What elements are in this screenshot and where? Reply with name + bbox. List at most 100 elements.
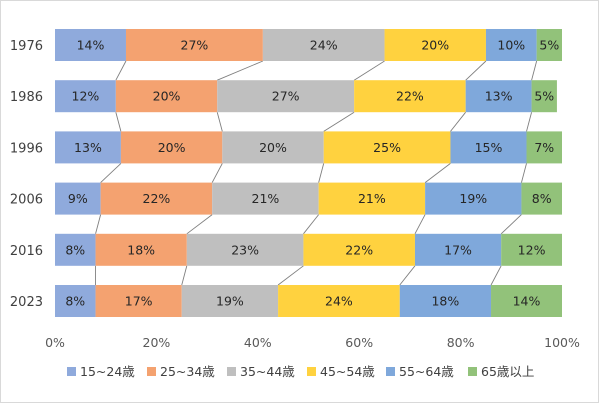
- bar-segment: [450, 131, 527, 164]
- bar-segment: [55, 182, 101, 215]
- bar-segment: [212, 182, 319, 215]
- data-label: 25%: [373, 140, 401, 155]
- bar-segment: [95, 233, 187, 266]
- data-label: 20%: [158, 140, 186, 155]
- category-label: 1996: [10, 141, 43, 156]
- x-tick-label: 100%: [544, 335, 580, 350]
- data-label: 21%: [252, 191, 280, 206]
- data-label: 22%: [143, 191, 171, 206]
- bar-segment: [425, 182, 522, 215]
- data-label: 19%: [216, 294, 244, 309]
- legend-swatch: [468, 367, 477, 376]
- legend-swatch: [307, 367, 316, 376]
- data-label: 7%: [534, 140, 554, 155]
- series-line: [521, 163, 527, 183]
- series-line: [353, 60, 385, 81]
- bar-segment: [384, 29, 486, 61]
- data-label: 17%: [125, 294, 153, 309]
- bar-segment: [399, 285, 492, 317]
- bar-segment: [318, 182, 426, 215]
- bar-segment: [55, 131, 121, 164]
- series-line: [211, 163, 223, 183]
- legend-label: 55~64歳: [399, 364, 454, 379]
- series-line: [318, 163, 325, 183]
- data-label: 24%: [310, 38, 338, 53]
- series-line: [424, 163, 451, 183]
- series-line: [303, 214, 319, 235]
- series-line: [450, 111, 467, 132]
- series-line: [526, 112, 533, 132]
- x-tick-label: 60%: [345, 335, 373, 350]
- series-line: [277, 265, 304, 286]
- series-line: [500, 214, 522, 235]
- data-label: 15%: [475, 140, 503, 155]
- legend-swatch: [386, 367, 395, 376]
- series-line: [490, 265, 502, 286]
- data-label: 20%: [259, 140, 287, 155]
- category-label: 2016: [10, 244, 43, 259]
- legend-label: 35~44歳: [240, 364, 295, 379]
- bar-segment: [186, 233, 304, 266]
- data-label: 17%: [444, 242, 472, 257]
- bar-segment: [55, 285, 96, 317]
- bar-segment: [303, 233, 415, 266]
- bar-segment: [120, 131, 223, 164]
- data-label: 13%: [74, 140, 102, 155]
- bar-segment: [55, 233, 96, 266]
- data-label: 5%: [539, 38, 559, 53]
- data-label: 22%: [345, 242, 373, 257]
- data-label: 8%: [65, 294, 85, 309]
- data-label: 14%: [513, 294, 541, 309]
- data-label: 8%: [532, 191, 552, 206]
- series-line: [323, 111, 355, 132]
- series-line: [186, 214, 213, 235]
- bar-segment: [485, 29, 537, 61]
- bar-segment: [491, 285, 562, 317]
- x-tick-label: 40%: [244, 335, 272, 350]
- bar-segment: [278, 285, 400, 317]
- data-label: 20%: [421, 38, 449, 53]
- series-line: [399, 265, 416, 286]
- data-label: 22%: [396, 89, 424, 104]
- bar-segment: [95, 285, 182, 317]
- series-line: [465, 60, 487, 81]
- legend-label: 15~24歳: [80, 364, 135, 379]
- legend-swatch: [227, 367, 236, 376]
- series-line: [216, 112, 223, 132]
- data-label: 9%: [68, 191, 88, 206]
- bar-segment: [55, 80, 116, 113]
- bar-segment: [465, 80, 532, 113]
- data-label: 5%: [534, 89, 554, 104]
- bar-segment: [531, 80, 557, 113]
- data-label: 14%: [77, 38, 105, 53]
- series-line: [217, 60, 264, 81]
- x-axis-ticks: 0% 20% 40% 60% 80% 100%: [45, 335, 580, 350]
- series-line: [181, 265, 188, 286]
- bar-segment: [526, 131, 562, 164]
- data-labels: 14% 27% 24% 20% 10% 5% 12% 20% 27% 22% 13% 5% 13% 20%…: [65, 38, 559, 309]
- legend-label: 25~34歳: [160, 364, 215, 379]
- bar-segment: [521, 182, 562, 215]
- series-line: [100, 163, 122, 183]
- data-label: 27%: [272, 89, 300, 104]
- bar-segment: [323, 131, 451, 164]
- data-label: 27%: [181, 38, 209, 53]
- x-tick-label: 80%: [447, 335, 475, 350]
- bar-segment: [262, 29, 385, 61]
- category-label: 2023: [10, 295, 43, 310]
- series-lines: [95, 60, 538, 286]
- category-label: 1976: [10, 39, 43, 54]
- data-label: 23%: [231, 242, 259, 257]
- legend-swatch: [147, 367, 156, 376]
- bar-segment: [536, 29, 562, 61]
- data-label: 10%: [497, 38, 525, 53]
- series-line: [115, 112, 122, 132]
- category-label: 2006: [10, 193, 43, 208]
- bar-segment: [414, 233, 502, 266]
- data-label: 12%: [518, 242, 546, 257]
- bar-segment: [181, 285, 279, 317]
- legend-label: 45~54歳: [320, 364, 375, 379]
- series-line: [115, 60, 127, 81]
